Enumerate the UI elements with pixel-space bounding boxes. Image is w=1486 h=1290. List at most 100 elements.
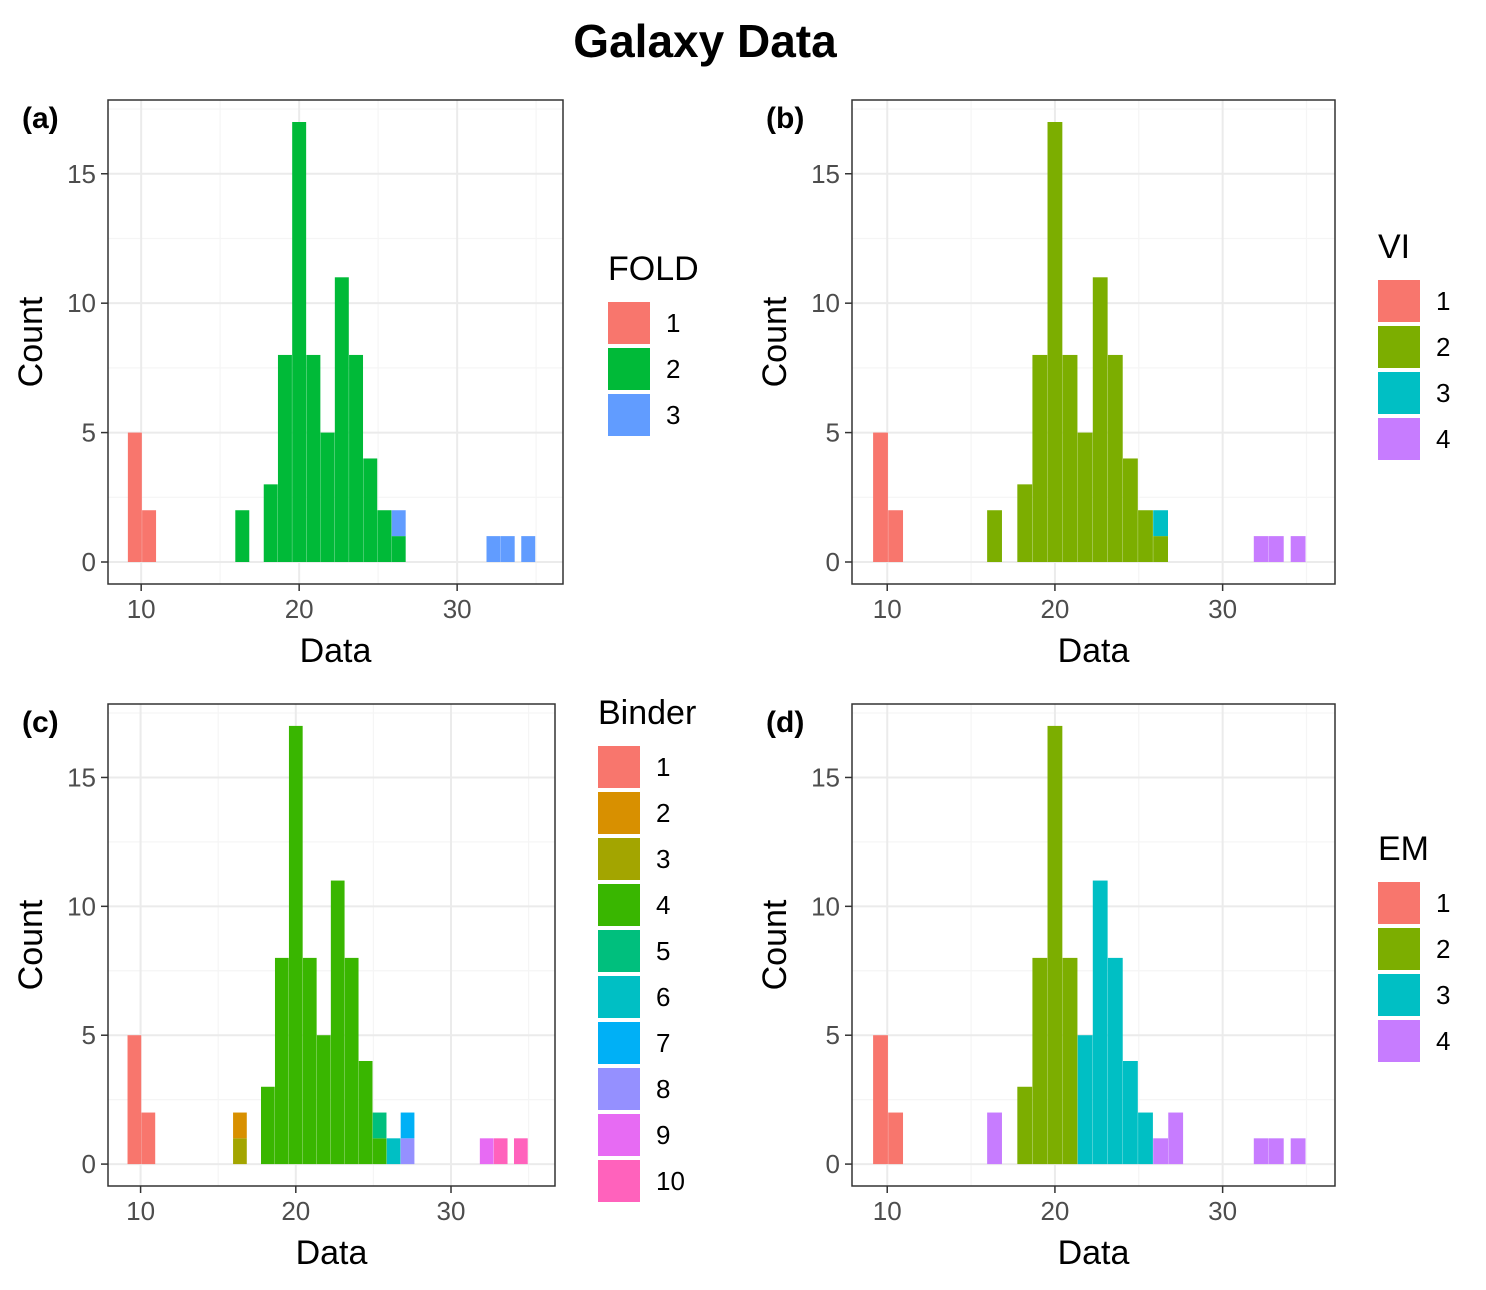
legend-title: Binder (598, 694, 696, 732)
histogram-bar (306, 354, 321, 562)
legend-label: 2 (666, 354, 680, 384)
panel-tag: (a) (22, 102, 59, 135)
panel-tag: (c) (22, 706, 59, 739)
x-tick-label: 30 (437, 1196, 466, 1226)
histogram-bar (513, 1138, 528, 1165)
legend-label: 2 (656, 798, 670, 828)
histogram-bar (1168, 1112, 1184, 1165)
histogram-bar (1138, 510, 1153, 562)
histogram-bar (1153, 1138, 1168, 1165)
y-tick-label: 15 (811, 762, 840, 792)
histogram-bar (127, 432, 142, 562)
x-axis-title: Data (296, 1234, 368, 1272)
legend-label: 3 (656, 844, 670, 874)
y-tick-label: 10 (811, 891, 840, 921)
histogram-bar (1017, 484, 1033, 562)
y-axis-title: Count (12, 296, 50, 387)
y-tick-label: 5 (826, 1020, 840, 1050)
legend-label: 2 (1436, 934, 1450, 964)
legend-key (1378, 1020, 1420, 1062)
histogram-bar (142, 510, 157, 562)
y-tick-label: 0 (82, 547, 96, 577)
histogram-bar (261, 1086, 275, 1165)
histogram-bar (486, 536, 501, 562)
legend-key (608, 302, 650, 344)
legend-title: FOLD (608, 250, 699, 288)
legend-label: 6 (656, 982, 670, 1012)
x-tick-label: 30 (1208, 594, 1237, 624)
histogram-bar (1290, 536, 1306, 562)
y-tick-label: 10 (67, 891, 96, 921)
legend-key (598, 1022, 640, 1064)
y-axis-title: Count (756, 296, 794, 387)
legend-label: 8 (656, 1074, 670, 1104)
histogram-bar (987, 510, 1002, 562)
histogram-bar (1032, 957, 1048, 1165)
panel-b: 10 20 30 0 5 10 15 Data Count (b) VI 1 2 3 4 (756, 99, 1450, 670)
legend: EM1 2 3 4 (1378, 830, 1450, 1062)
histogram-bar (127, 1035, 142, 1165)
legend: VI 1 2 3 4 (1378, 228, 1450, 460)
histogram-bar (1268, 1138, 1284, 1165)
histogram-bar (334, 277, 349, 562)
histogram-bar (888, 510, 904, 562)
legend-key (1378, 372, 1420, 414)
histogram-bar (1122, 458, 1138, 562)
y-axis-title: Count (756, 899, 794, 990)
histogram-bar (263, 484, 278, 562)
figure-title: Galaxy Data (573, 15, 837, 67)
histogram-bar (292, 122, 307, 562)
y-tick-label: 15 (67, 762, 96, 792)
histogram-bar (391, 510, 406, 537)
panel-d: 10 20 30 0 5 10 15 Data Count (d) EM1 2 3 4 (756, 703, 1450, 1272)
legend-key (598, 746, 640, 788)
legend-label: 10 (656, 1166, 685, 1196)
histogram-bar (344, 957, 359, 1165)
legend-key (1378, 418, 1420, 460)
histogram-bar (1153, 510, 1168, 537)
histogram-bar (479, 1138, 494, 1165)
legend-label: 3 (1436, 378, 1450, 408)
x-axis-title: Data (1058, 1234, 1130, 1272)
histogram-bar (288, 725, 303, 1165)
histogram-bar (1062, 354, 1078, 562)
histogram-bar (1268, 536, 1284, 562)
histogram-bar (521, 536, 536, 562)
x-tick-label: 30 (1208, 1196, 1237, 1226)
legend-key (598, 838, 640, 880)
panel-border (107, 99, 564, 585)
panel-border (851, 99, 1336, 585)
panel-a: 10 20 30 0 5 10 15 Data Count (a) FOLD 1 2 3 (12, 99, 699, 670)
legend-key (1378, 882, 1420, 924)
legend-label: 5 (656, 936, 670, 966)
legend-title: VI (1378, 228, 1410, 266)
legend: FOLD 1 2 3 (608, 250, 699, 436)
y-tick-label: 10 (67, 288, 96, 318)
histogram-bar (1047, 122, 1063, 562)
histogram-bar (386, 1138, 401, 1165)
panel-c: 10 20 30 0 5 10 15 Data Count (c) Binder 1 2 3 4 5 6 7 8 9 1… (12, 694, 696, 1272)
histogram-bar (1062, 957, 1078, 1165)
histogram-bar (1122, 1060, 1138, 1165)
panel-tag: (d) (766, 706, 804, 739)
histogram-bar (1107, 957, 1123, 1165)
x-tick-label: 30 (443, 594, 472, 624)
legend-key (598, 976, 640, 1018)
y-tick-label: 10 (811, 288, 840, 318)
legend-label: 7 (656, 1028, 670, 1058)
panel-tag: (b) (766, 102, 804, 135)
legend-label: 4 (656, 890, 670, 920)
legend-key (608, 394, 650, 436)
x-tick-label: 10 (126, 1196, 155, 1226)
x-tick-label: 10 (127, 594, 156, 624)
y-tick-label: 0 (826, 1149, 840, 1179)
y-tick-label: 15 (67, 159, 96, 189)
histogram-bar (235, 510, 250, 562)
histogram-bar (1107, 354, 1123, 562)
y-tick-label: 0 (826, 547, 840, 577)
histogram-bar (391, 536, 406, 562)
legend-key (598, 930, 640, 972)
y-tick-label: 5 (82, 418, 96, 448)
histogram-bar (1092, 880, 1108, 1165)
y-tick-label: 15 (811, 159, 840, 189)
